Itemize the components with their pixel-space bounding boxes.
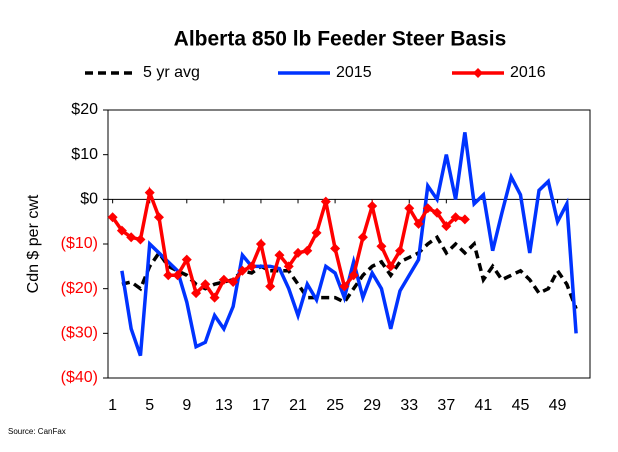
y-tick-label: ($10) <box>61 235 98 252</box>
point-marker <box>311 227 322 238</box>
x-tick-label: 1 <box>108 397 117 414</box>
point-marker <box>163 270 174 281</box>
point-marker <box>255 239 266 249</box>
x-tick-label: 25 <box>326 397 344 414</box>
y-tick-label: ($20) <box>61 280 98 297</box>
x-tick-label: 5 <box>145 397 154 414</box>
point-marker <box>302 245 313 256</box>
point-marker <box>200 279 211 290</box>
point-marker <box>348 270 359 281</box>
legend-label: 2016 <box>510 64 546 81</box>
point-marker <box>126 232 137 243</box>
series-line <box>120 132 578 357</box>
point-marker <box>144 187 155 198</box>
point-marker <box>394 245 405 256</box>
x-tick-label: 29 <box>363 397 381 414</box>
point-marker <box>135 234 146 245</box>
point-marker <box>432 207 443 218</box>
y-axis-label: Cdn $ per cwt <box>25 194 42 293</box>
point-marker <box>172 270 183 281</box>
point-marker <box>237 265 248 276</box>
point-marker <box>283 261 294 272</box>
legend-label: 5 yr avg <box>143 64 200 81</box>
point-marker <box>209 292 220 303</box>
x-tick-label: 21 <box>289 397 307 414</box>
point-marker <box>191 288 202 299</box>
point-marker <box>265 281 276 292</box>
series-line <box>121 234 578 310</box>
x-tick-label: 13 <box>215 397 233 414</box>
point-marker <box>367 201 378 212</box>
point-marker <box>116 225 127 236</box>
x-tick-label: 49 <box>549 397 567 414</box>
source: Source: CanFax <box>8 427 66 436</box>
y-tick-label: $0 <box>80 191 98 208</box>
point-marker <box>376 241 387 252</box>
point-marker <box>422 203 433 214</box>
point-marker <box>107 212 118 223</box>
point-marker <box>181 254 192 265</box>
point-marker <box>246 261 257 272</box>
legend-label: 2015 <box>336 64 372 81</box>
point-marker <box>320 196 331 207</box>
y-tick-label: $20 <box>71 101 98 118</box>
legend-marker <box>473 68 483 78</box>
point-marker <box>450 212 461 223</box>
x-tick-label: 41 <box>475 397 493 414</box>
point-marker <box>274 250 285 261</box>
chart-title: Alberta 850 lb Feeder Steer Basis <box>174 28 507 51</box>
point-marker <box>459 214 470 225</box>
y-tick-label: $10 <box>71 146 98 163</box>
x-tick-label: 33 <box>400 397 418 414</box>
point-marker <box>441 221 452 232</box>
point-marker <box>293 247 304 258</box>
y-tick-label: ($40) <box>61 369 98 386</box>
x-tick-label: 9 <box>182 397 191 414</box>
point-marker <box>357 232 368 243</box>
point-marker <box>153 212 164 223</box>
x-tick-label: 45 <box>512 397 530 414</box>
x-tick-label: 37 <box>437 397 455 414</box>
point-marker <box>385 261 396 272</box>
point-marker <box>228 276 239 287</box>
point-marker <box>413 218 424 229</box>
point-marker <box>339 281 350 292</box>
x-tick-label: 17 <box>252 397 270 414</box>
y-tick-label: ($30) <box>61 325 98 342</box>
plot-area <box>107 109 591 379</box>
point-marker <box>330 243 341 254</box>
point-marker <box>404 203 415 214</box>
point-marker <box>218 274 229 285</box>
